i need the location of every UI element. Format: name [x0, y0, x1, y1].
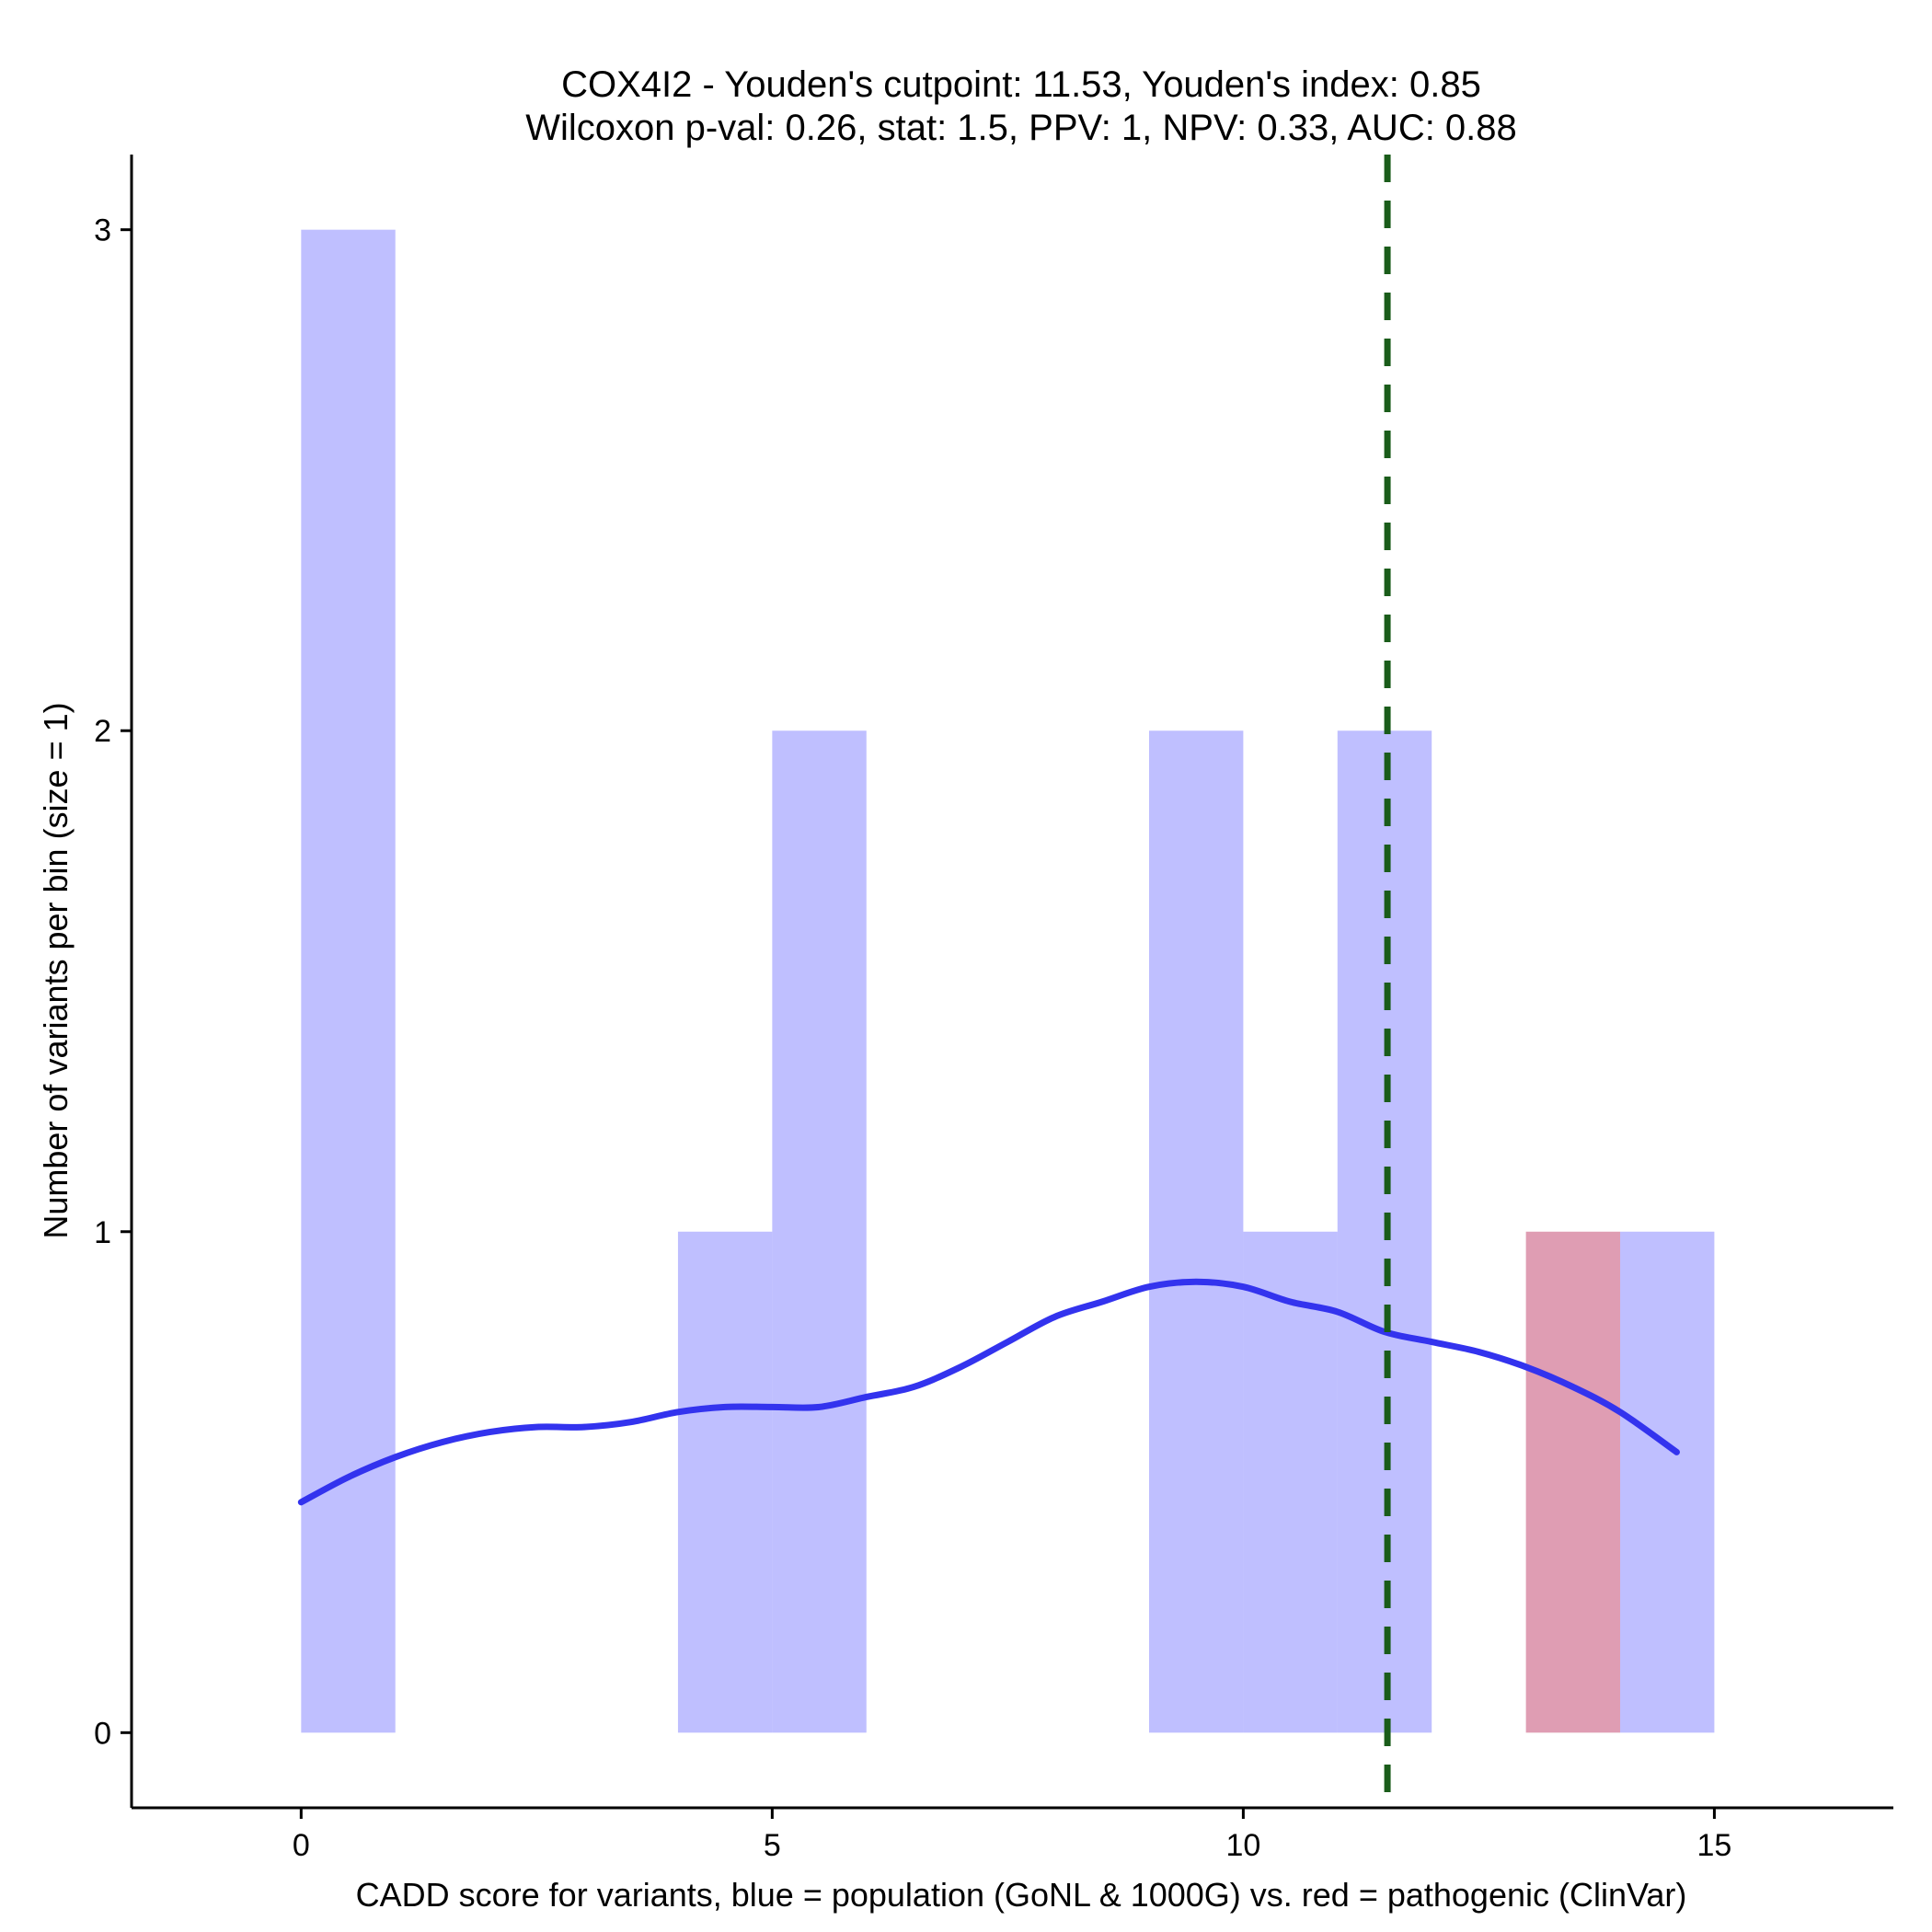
population-bar-9: [1148, 730, 1244, 1733]
density-curve-layer: [297, 1278, 1680, 1506]
ticks-layer: 0 5 10 15 0 1 2 3: [94, 213, 1731, 1863]
x-tick-label-0: 0: [293, 1828, 310, 1863]
population-bar-5: [772, 730, 867, 1733]
chart-title-line1: COX4I2 - Youden's cutpoint: 11.53, Youde…: [561, 64, 1481, 105]
density-curve: [297, 1278, 1680, 1506]
population-bar-14: [1620, 1231, 1715, 1733]
x-axis-label: CADD score for variants, blue = populati…: [356, 1876, 1687, 1914]
x-tick-label-10: 10: [1225, 1828, 1260, 1863]
x-tick-label-5: 5: [764, 1828, 781, 1863]
pathogenic-bar-13: [1525, 1231, 1621, 1733]
x-tick-label-15: 15: [1697, 1828, 1732, 1863]
population-bar-4: [677, 1231, 773, 1733]
population-bar-10: [1243, 1231, 1338, 1733]
bars-layer: [301, 229, 1715, 1733]
axes-layer: [130, 155, 1893, 1810]
y-axis-label: Number of variants per bin (size = 1): [37, 702, 75, 1238]
y-tick-label-1: 1: [94, 1215, 111, 1250]
y-tick-label-0: 0: [94, 1716, 111, 1751]
y-tick-label-2: 2: [94, 714, 111, 749]
chart-title-line2: Wilcoxon p-val: 0.26, stat: 1.5, PPV: 1,…: [525, 108, 1517, 148]
y-tick-label-3: 3: [94, 213, 111, 248]
population-bar-0: [301, 229, 396, 1733]
